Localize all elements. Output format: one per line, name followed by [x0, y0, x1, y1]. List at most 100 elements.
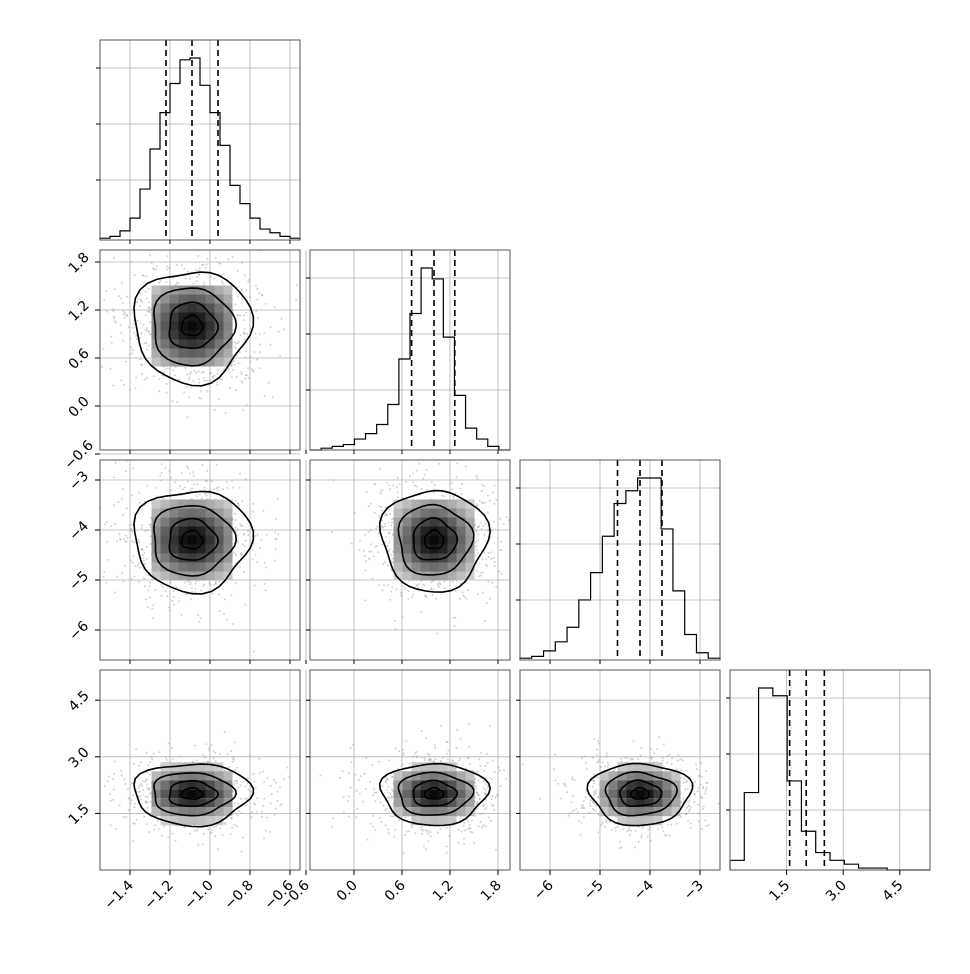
- scatter-point: [576, 811, 579, 814]
- scatter-point: [188, 472, 191, 475]
- scatter-point: [385, 536, 388, 539]
- scatter-point: [694, 780, 696, 783]
- scatter-point: [390, 554, 393, 557]
- scatter-point: [145, 823, 148, 826]
- y-tick-label: −0.6: [61, 437, 96, 472]
- scatter-point: [342, 811, 345, 814]
- density-cell: [205, 798, 215, 808]
- scatter-point: [131, 467, 134, 470]
- scatter-point: [112, 788, 115, 791]
- scatter-point: [219, 262, 222, 265]
- scatter-point: [141, 274, 144, 277]
- density-cell: [456, 780, 466, 790]
- scatter-point: [613, 769, 616, 772]
- density-cell: [411, 508, 421, 518]
- scatter-point: [280, 317, 283, 320]
- scatter-point: [467, 820, 470, 823]
- scatter-point: [172, 595, 175, 598]
- density-cell: [447, 571, 457, 581]
- scatter-point: [113, 315, 115, 318]
- scatter-point: [195, 280, 198, 283]
- density-cell: [599, 807, 609, 817]
- scatter-point: [697, 812, 700, 815]
- scatter-point: [401, 754, 404, 757]
- scatter-point: [253, 351, 256, 353]
- density-cell: [169, 348, 179, 358]
- density-cell: [644, 798, 654, 808]
- scatter-point: [573, 809, 575, 812]
- scatter-point: [479, 813, 482, 816]
- density-cell: [456, 535, 466, 545]
- scatter-point: [480, 521, 483, 524]
- scatter-point: [143, 563, 146, 566]
- scatter-point: [142, 789, 145, 792]
- scatter-point: [174, 839, 177, 842]
- scatter-point: [650, 748, 652, 750]
- scatter-point: [424, 595, 427, 598]
- scatter-point: [273, 778, 276, 781]
- scatter-point: [400, 595, 403, 597]
- density-cell: [447, 544, 457, 554]
- scatter-point: [145, 558, 148, 560]
- density-cell: [420, 816, 430, 826]
- scatter-point: [280, 803, 283, 806]
- scatter-point: [505, 516, 508, 519]
- scatter-point: [445, 740, 448, 743]
- scatter-point: [144, 800, 147, 803]
- density-cell: [214, 571, 224, 581]
- density-cell: [187, 789, 197, 799]
- scatter-point: [140, 548, 143, 550]
- scatter-point: [620, 846, 623, 849]
- scatter-point: [352, 743, 354, 746]
- scatter-point: [443, 495, 446, 498]
- scatter-point: [202, 376, 205, 379]
- scatter-point: [687, 804, 690, 807]
- scatter-point: [239, 784, 242, 787]
- scatter-point: [156, 819, 159, 822]
- scatter-point: [331, 531, 334, 533]
- scatter-point: [149, 333, 152, 336]
- scatter-point: [702, 787, 704, 790]
- scatter-point: [355, 816, 358, 819]
- scatter-point: [418, 462, 421, 465]
- scatter-point: [165, 367, 168, 370]
- density-cell: [465, 553, 475, 563]
- density-cell: [151, 771, 161, 781]
- scatter-point: [113, 320, 116, 323]
- scatter-point: [237, 541, 240, 544]
- scatter-point: [481, 502, 484, 505]
- scatter-point: [131, 349, 134, 352]
- scatter-point: [277, 330, 280, 333]
- density-cell: [169, 771, 179, 781]
- scatter-point: [378, 505, 381, 508]
- scatter-point: [648, 827, 651, 830]
- scatter-point: [430, 588, 433, 591]
- scatter-point: [200, 589, 203, 592]
- scatter-point: [222, 488, 224, 490]
- scatter-point: [420, 832, 423, 835]
- density-cell: [456, 526, 466, 536]
- density-cell: [420, 762, 430, 772]
- scatter-point: [591, 785, 594, 788]
- contour-line: [153, 287, 238, 367]
- scatter-point: [462, 824, 465, 827]
- scatter-point: [145, 801, 148, 804]
- scatter-point: [161, 585, 164, 588]
- scatter-point: [180, 613, 183, 616]
- scatter-point: [122, 513, 125, 516]
- scatter-point: [496, 794, 499, 797]
- scatter-point: [661, 830, 664, 833]
- density-cell: [178, 571, 188, 581]
- scatter-point: [138, 501, 141, 504]
- scatter-point: [480, 501, 483, 504]
- scatter-point: [484, 501, 486, 504]
- density-cell: [196, 321, 206, 331]
- scatter-point: [390, 521, 393, 524]
- scatter-point: [492, 804, 495, 807]
- scatter-point: [480, 752, 483, 754]
- scatter-point: [141, 548, 144, 551]
- scatter-point: [459, 597, 462, 600]
- scatter-point: [647, 829, 650, 831]
- scatter-point: [223, 612, 225, 615]
- y-tick-label: −3: [66, 468, 92, 494]
